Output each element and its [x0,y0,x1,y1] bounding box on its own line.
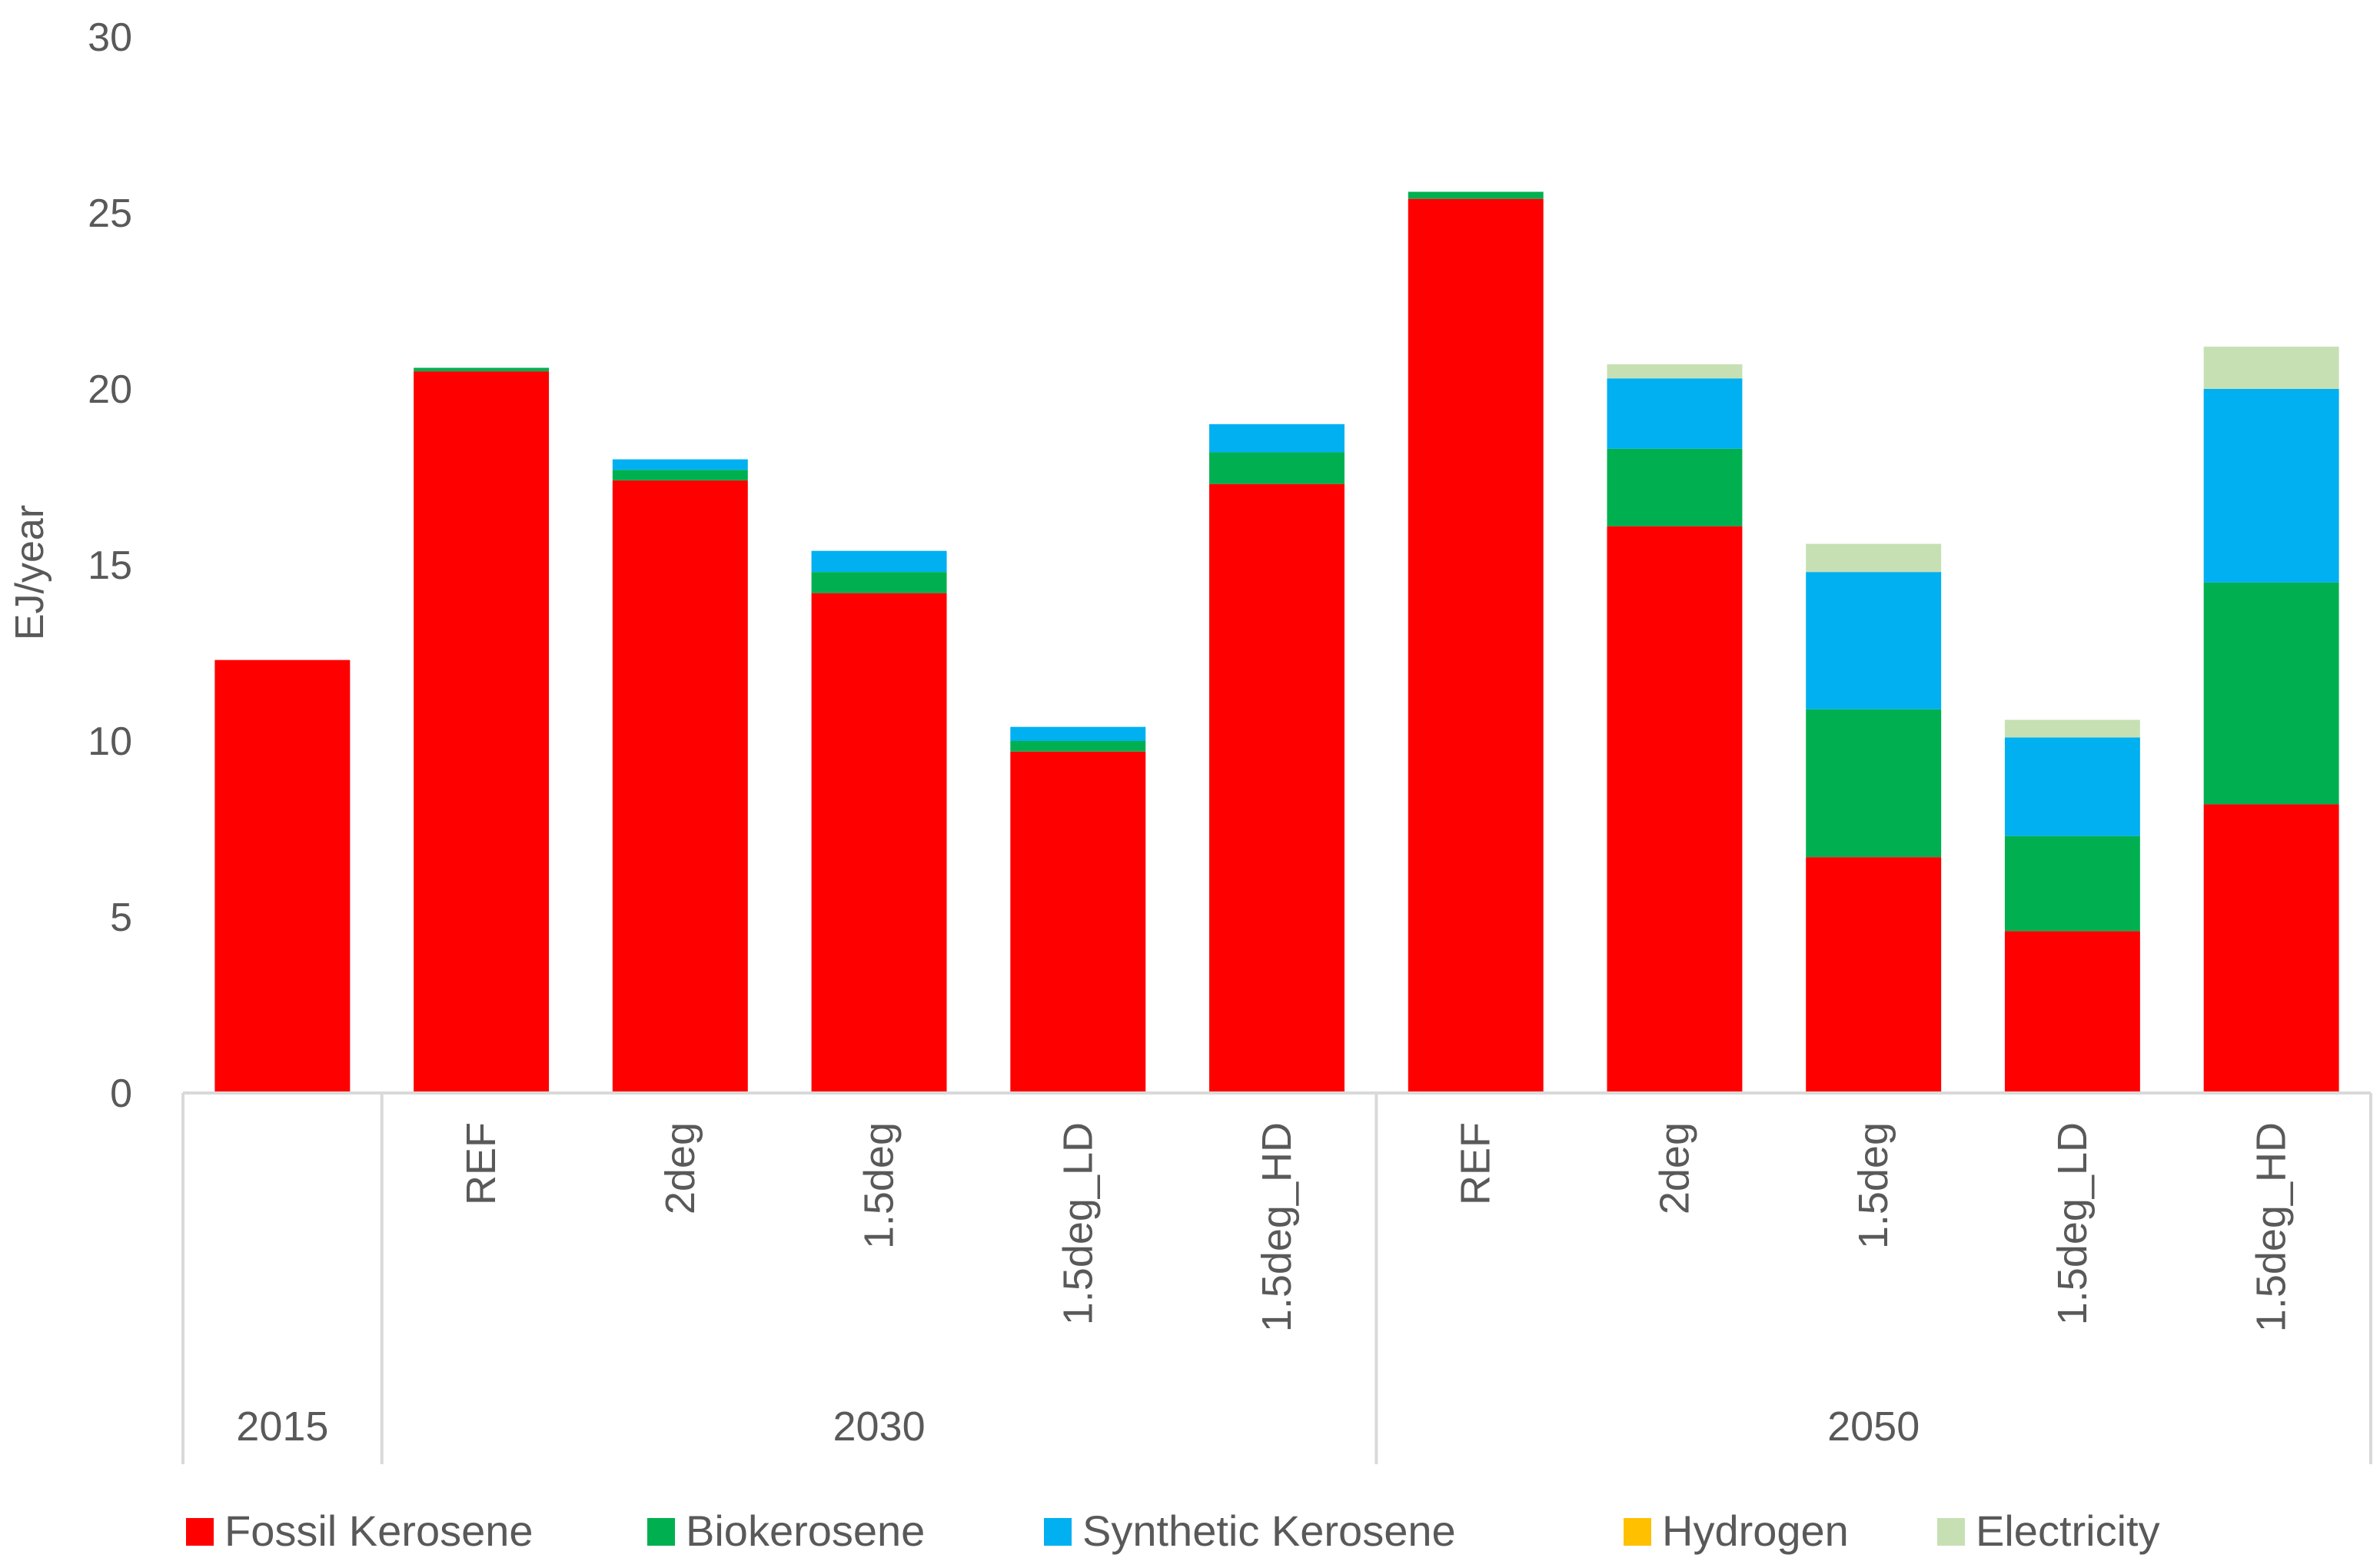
x-category-label: 2deg [1651,1122,1697,1214]
bar-segment [1607,378,1743,449]
bar-segment [1209,424,1345,453]
bar-segment [1010,741,1146,752]
legend-swatch [1624,1518,1651,1546]
legend-swatch [647,1518,675,1546]
x-category-label: REF [458,1122,504,1205]
bar-segment [612,470,748,481]
bar-segment [1806,543,1942,573]
x-category-label: REF [1453,1122,1499,1205]
legend-swatch [186,1518,214,1546]
x-category-label: 1.5deg_HD [1254,1122,1300,1332]
bar-segment [811,572,947,593]
bar-segment [1607,526,1743,1093]
bar-segment [2004,931,2140,1093]
bar-segment [612,459,748,470]
bar-segment [414,371,550,1094]
x-category-label: 1.5deg_LD [2049,1122,2096,1325]
bar-segment [2203,582,2339,805]
y-tick-label: 30 [88,15,132,60]
bar-segment [1607,364,1743,379]
bar-segment [2004,737,2140,836]
bar-segment [1806,857,1942,1093]
y-tick-label: 15 [88,543,132,588]
legend: Fossil Kerosene Biokerosene Synthetic Kero… [186,1507,2160,1555]
bar-segment [1209,452,1345,484]
bar-segment [1010,751,1146,1093]
bar-segment [2203,389,2339,583]
bar-segment [414,367,550,372]
x-axis: 2015 REF 2deg 1.5deg 1.5deg_LD 1.5deg_HD 2030 R… [181,1091,2372,1464]
bars [214,191,2339,1094]
y-tick-label: 0 [110,1071,132,1116]
bar-segment [2203,804,2339,1093]
bar-segment [811,593,947,1093]
legend-label: Synthetic Kerosene [1082,1507,1456,1555]
y-axis: 0 5 10 15 20 25 30 [88,15,132,1116]
bar-segment [612,480,748,1093]
bar-segment [2203,347,2339,389]
bar-segment [1209,483,1345,1093]
bar-segment [1408,198,1544,1094]
x-category-label: 1.5deg_HD [2249,1122,2295,1332]
x-category-label: 1.5deg_LD [1055,1122,1101,1325]
y-tick-label: 5 [110,895,132,940]
x-group-label: 2050 [1827,1404,1920,1450]
y-tick-label: 25 [88,191,132,236]
bar-segment [2004,719,2140,738]
y-tick-label: 20 [88,367,132,412]
x-group-label: 2015 [236,1404,328,1450]
x-category-label: 1.5deg [856,1122,902,1249]
legend-swatch [1937,1518,1965,1546]
bar-segment [2004,835,2140,932]
legend-label: Electricity [1976,1507,2160,1555]
legend-label: Hydrogen [1662,1507,1849,1555]
legend-label: Biokerosene [686,1507,925,1555]
bar-segment [1010,726,1146,741]
y-tick-label: 10 [88,719,132,764]
bar-segment [1607,448,1743,527]
x-category-label: 2deg [657,1122,703,1214]
bar-segment [1408,191,1544,199]
bar-segment [1806,709,1942,858]
y-axis-title: EJ/year [8,505,52,640]
x-category-label: 1.5deg [1850,1122,1896,1249]
legend-swatch [1044,1518,1072,1546]
bar-segment [1806,572,1942,709]
bar-segment [811,550,947,573]
bar-segment [214,659,351,1093]
x-group-label: 2030 [833,1404,925,1450]
legend-label: Fossil Kerosene [224,1507,534,1555]
